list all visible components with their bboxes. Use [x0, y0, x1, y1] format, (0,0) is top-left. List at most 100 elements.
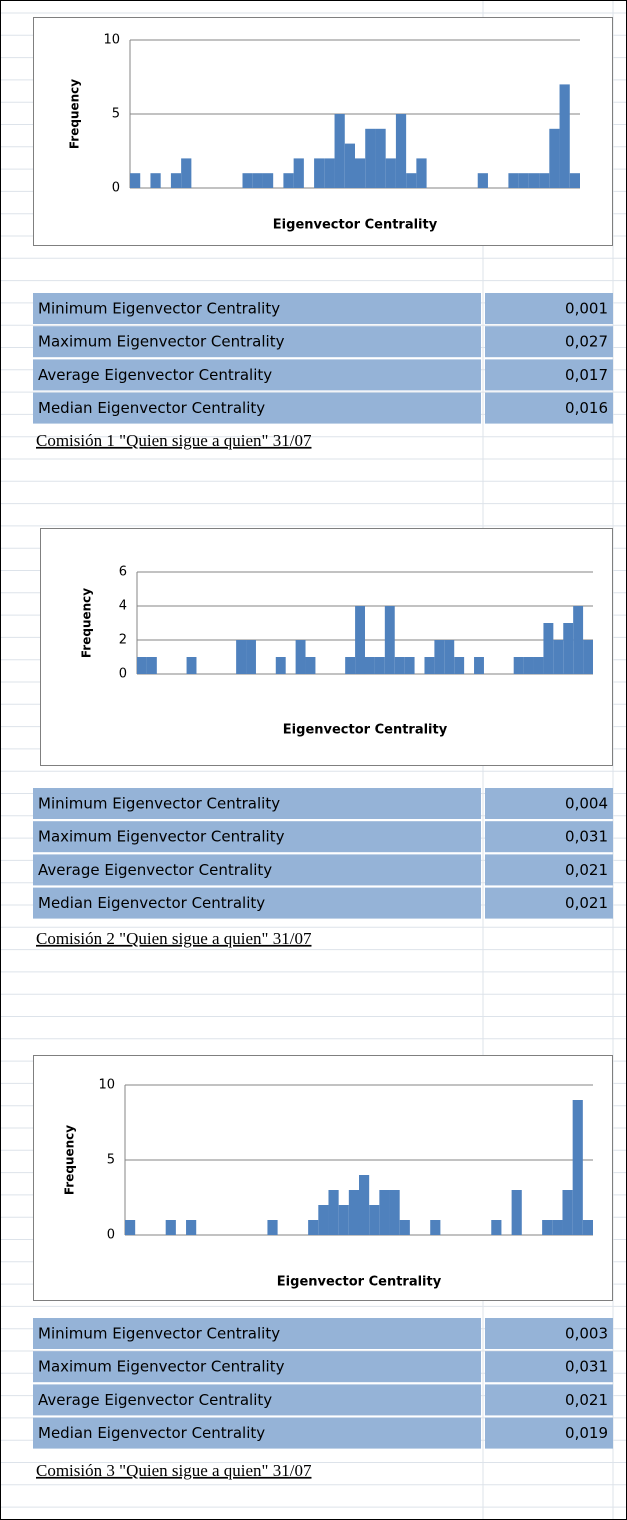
stat-value-cell	[485, 854, 613, 886]
stat-label-cell	[33, 293, 481, 324]
stat-value: 0,031	[565, 1358, 608, 1376]
bar	[324, 158, 335, 188]
bar	[416, 158, 427, 188]
bar	[295, 640, 306, 674]
bar	[252, 173, 263, 188]
stat-value: 0,021	[565, 894, 608, 912]
stat-label: Maximum Eigenvector Centrality	[38, 333, 285, 351]
bar	[395, 114, 407, 188]
stat-value-cell	[485, 1417, 613, 1449]
bar	[508, 173, 519, 188]
bar	[365, 657, 375, 674]
bar	[137, 657, 147, 674]
stat-value-cell	[485, 392, 613, 424]
bar	[181, 158, 192, 188]
bar	[513, 657, 524, 674]
stat-label: Minimum Eigenvector Centrality	[38, 795, 280, 813]
stat-label: Average Eigenvector Centrality	[38, 1391, 272, 1409]
bar	[165, 1220, 176, 1235]
stat-label: Average Eigenvector Centrality	[38, 861, 272, 879]
stat-value: 0,016	[565, 399, 608, 417]
bar	[186, 657, 197, 674]
bar	[543, 623, 554, 674]
bar	[491, 1220, 502, 1235]
bar	[359, 1175, 370, 1235]
stat-label-cell	[33, 1384, 481, 1416]
bar	[308, 1220, 319, 1235]
bar	[406, 173, 417, 188]
bar	[379, 1190, 390, 1235]
stat-label-cell	[33, 326, 481, 358]
bar	[389, 1190, 400, 1235]
bar	[430, 1220, 441, 1235]
bar	[549, 128, 560, 188]
caption: Comisión 2 "Quien sigue a quien" 31/07	[36, 929, 312, 948]
y-tick-label: 4	[119, 599, 127, 614]
x-axis-label: Eigenvector Centrality	[283, 723, 448, 738]
bar	[293, 158, 304, 188]
stat-value: 0,004	[565, 795, 608, 813]
bar	[454, 657, 465, 674]
y-tick-label: 5	[112, 107, 120, 122]
bar	[424, 657, 435, 674]
bar	[348, 1190, 359, 1235]
bar	[262, 173, 274, 188]
bar	[125, 1220, 136, 1235]
stat-value-cell	[485, 293, 613, 324]
stat-value-cell	[485, 326, 613, 358]
stat-label-cell	[33, 1318, 481, 1349]
bar	[553, 640, 564, 674]
bar	[559, 84, 570, 188]
stat-value-cell	[485, 788, 613, 819]
bar	[246, 640, 256, 674]
bar	[355, 158, 366, 188]
stat-value: 0,031	[565, 828, 608, 846]
bar	[236, 640, 247, 674]
stat-label: Average Eigenvector Centrality	[38, 366, 272, 384]
y-tick-label: 5	[107, 1153, 115, 1168]
chart-box	[33, 17, 613, 246]
bar	[305, 657, 316, 674]
stat-label: Median Eigenvector Centrality	[38, 894, 265, 912]
bar	[328, 1190, 339, 1235]
bar	[146, 657, 157, 674]
bar	[344, 143, 355, 188]
bar	[569, 173, 580, 188]
bar	[572, 1100, 583, 1235]
x-axis-label: Eigenvector Centrality	[273, 218, 438, 233]
bar	[384, 606, 395, 674]
bar	[385, 158, 396, 188]
bar	[334, 114, 345, 188]
bar	[170, 173, 182, 188]
stat-value-cell	[485, 1318, 613, 1349]
bar	[318, 1205, 329, 1235]
stat-value: 0,021	[565, 861, 608, 879]
y-axis-label: Frequency	[63, 1125, 77, 1195]
bar	[275, 657, 286, 674]
bar	[365, 128, 376, 188]
bar	[444, 640, 455, 674]
stat-label-cell	[33, 359, 481, 391]
y-tick-label: 0	[107, 1228, 115, 1243]
bar	[434, 640, 445, 674]
y-tick-label: 2	[119, 633, 127, 648]
stat-label: Minimum Eigenvector Centrality	[38, 300, 280, 318]
bar	[399, 1220, 410, 1235]
y-tick-label: 0	[119, 667, 127, 682]
caption: Comisión 1 "Quien sigue a quien" 31/07	[36, 431, 312, 450]
bar	[369, 1205, 380, 1235]
stat-label: Maximum Eigenvector Centrality	[38, 828, 285, 846]
stat-label-cell	[33, 788, 481, 819]
stat-label: Maximum Eigenvector Centrality	[38, 1358, 285, 1376]
stat-value: 0,017	[565, 366, 608, 384]
bar	[528, 173, 540, 188]
y-tick-label: 10	[98, 1078, 115, 1093]
bar	[523, 657, 534, 674]
y-tick-label: 10	[103, 33, 120, 48]
stat-label-cell	[33, 1417, 481, 1449]
bar	[186, 1220, 197, 1235]
stat-value: 0,001	[565, 300, 608, 318]
bar	[404, 657, 415, 674]
bar	[518, 173, 529, 188]
